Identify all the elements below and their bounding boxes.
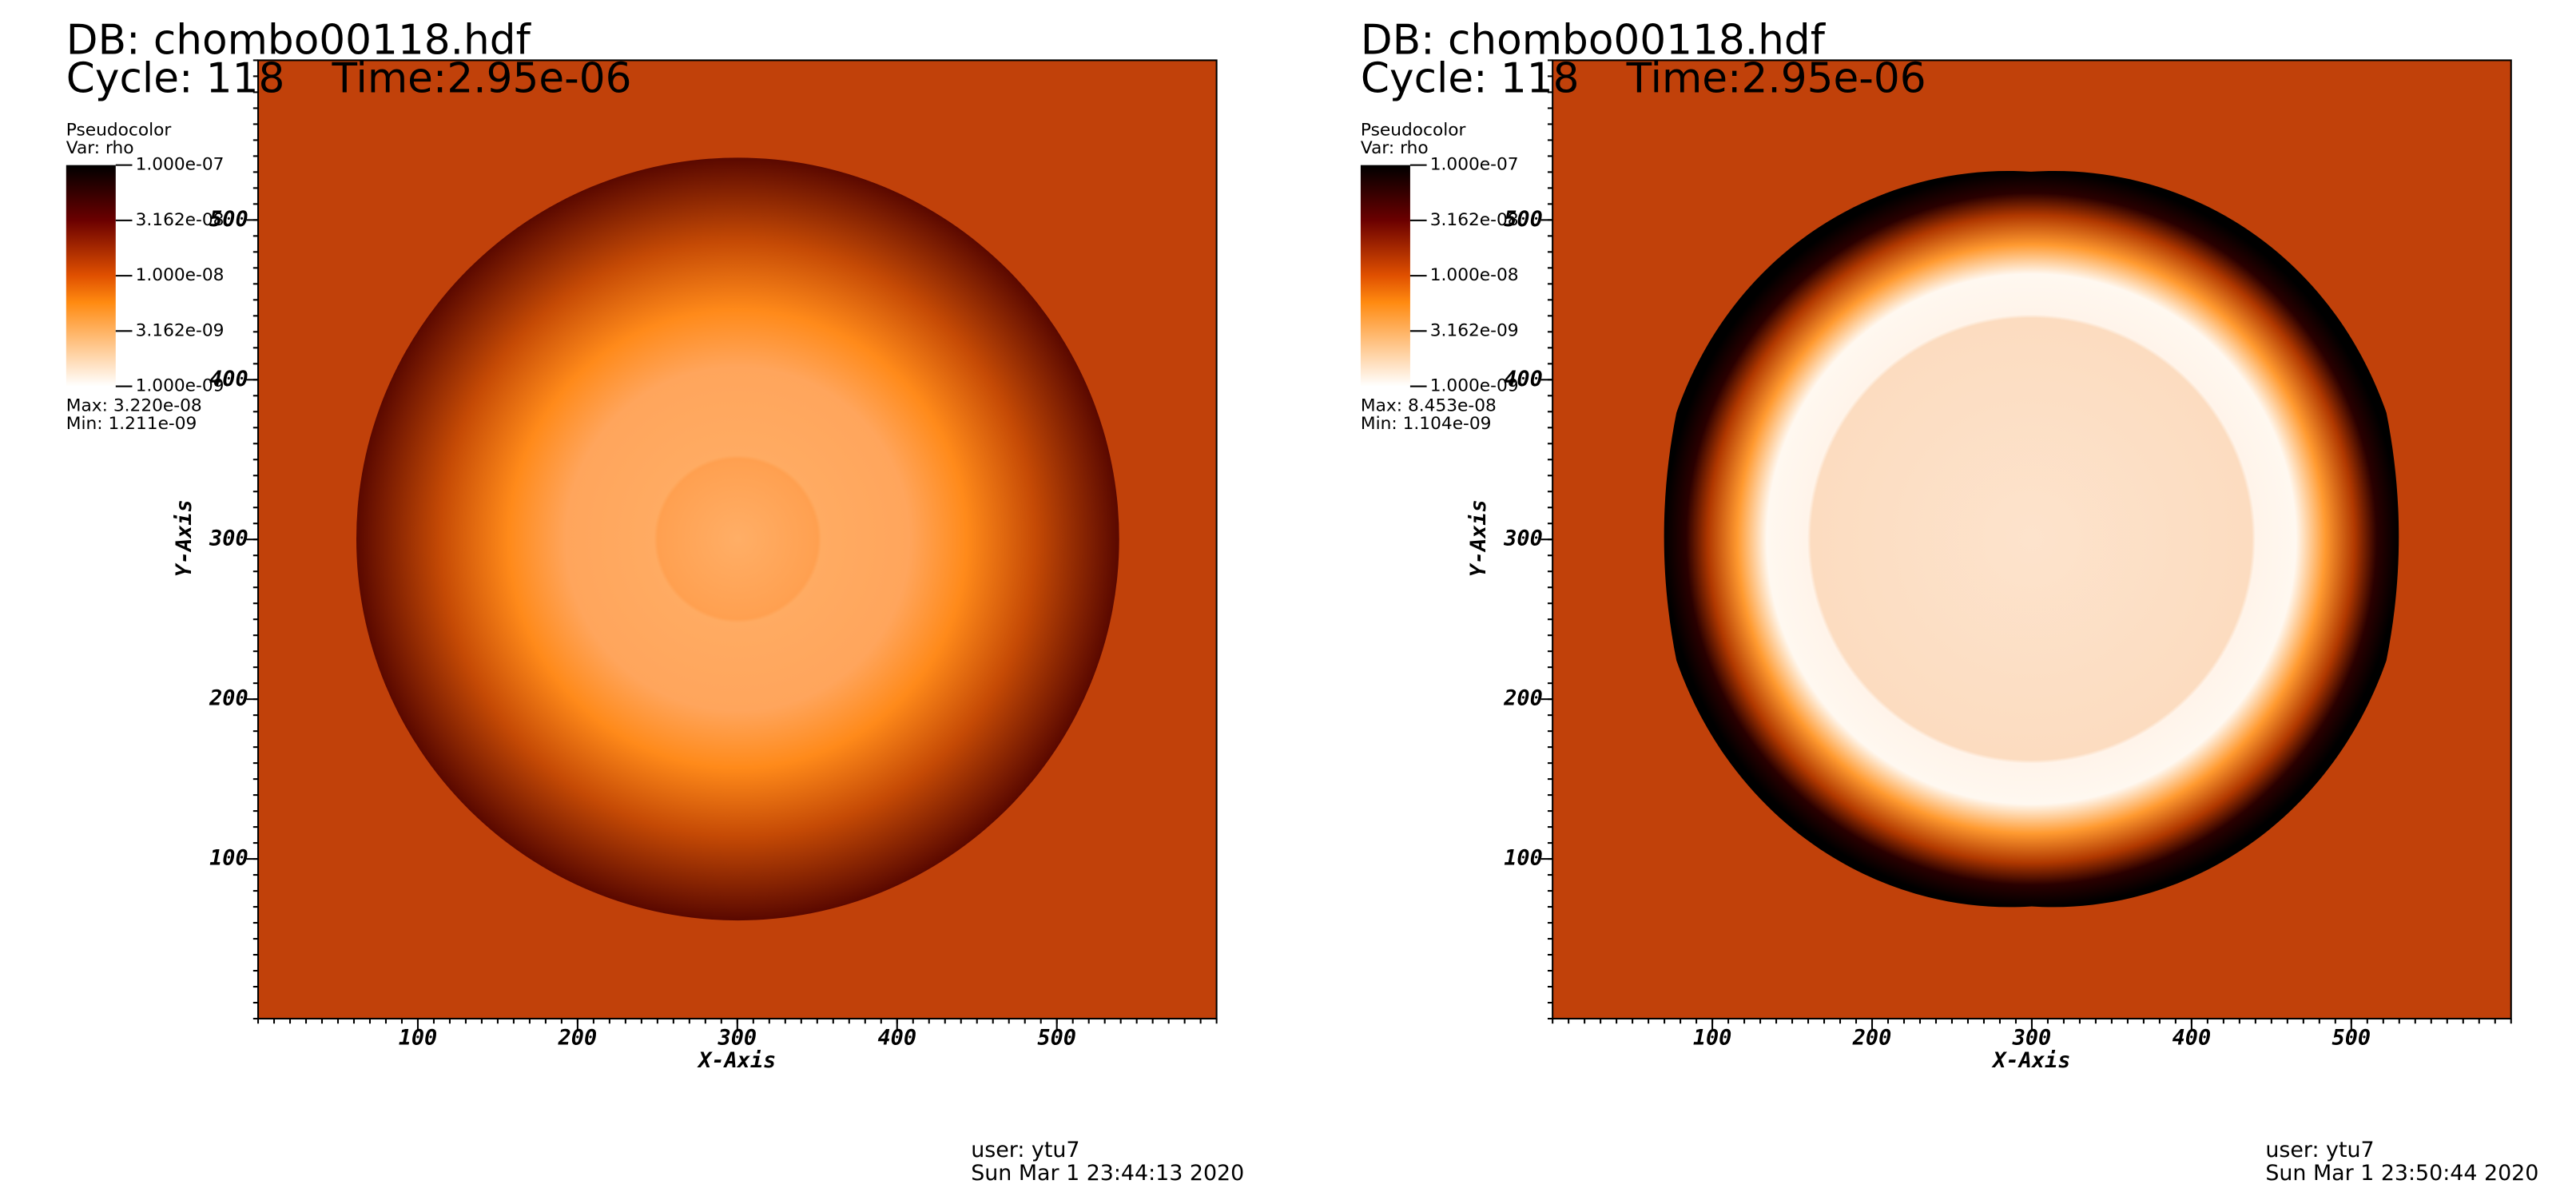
x-tick-label: 100 bbox=[399, 1025, 438, 1050]
colorbar-tick-label: 1.000e-09 bbox=[136, 376, 225, 396]
y-tick-label: 200 bbox=[209, 686, 248, 711]
y-tick-label: 500 bbox=[209, 207, 248, 232]
min-label: Min: 1.211e-09 bbox=[66, 414, 197, 434]
user-label: user: ytu7 bbox=[971, 1138, 1079, 1162]
y-tick-label: 200 bbox=[1503, 686, 1543, 711]
x-tick-label: 200 bbox=[1852, 1025, 1892, 1050]
y-tick-label: 100 bbox=[209, 846, 248, 871]
colorbar-tick-label: 1.000e-07 bbox=[1430, 155, 1519, 175]
density-field bbox=[1664, 170, 2399, 908]
time-label: Time:2.95e-06 bbox=[332, 54, 632, 102]
colorbar-tick-label: 1.000e-08 bbox=[136, 265, 225, 285]
x-tick-label: 300 bbox=[718, 1025, 757, 1050]
x-tick-label: 400 bbox=[878, 1025, 917, 1050]
x-tick-label: 200 bbox=[558, 1025, 598, 1050]
x-axis-label: X-Axis bbox=[697, 1048, 776, 1073]
y-axis-label: Y-Axis bbox=[1466, 499, 1491, 577]
legend-var: Var: rho bbox=[66, 138, 134, 158]
colorbar-tick-label: 3.162e-09 bbox=[136, 320, 225, 340]
x-tick-label: 400 bbox=[2173, 1025, 2212, 1050]
y-tick-label: 300 bbox=[209, 526, 248, 551]
y-tick-label: 100 bbox=[1504, 846, 1543, 871]
legend-title: Pseudocolor bbox=[66, 120, 172, 140]
x-tick-label: 500 bbox=[1037, 1025, 1076, 1050]
db-label: DB: chombo00118.hdf bbox=[66, 17, 532, 65]
date-label: Sun Mar 1 23:50:44 2020 bbox=[2265, 1161, 2538, 1186]
colorbar bbox=[1360, 165, 1410, 387]
date-label: Sun Mar 1 23:44:13 2020 bbox=[971, 1161, 1244, 1186]
time-label: Time:2.95e-06 bbox=[1626, 54, 1926, 102]
y-tick-label: 400 bbox=[209, 367, 248, 391]
density-field bbox=[356, 157, 1119, 921]
colorbar-tick-label: 1.000e-09 bbox=[1430, 376, 1519, 396]
x-tick-label: 500 bbox=[2332, 1025, 2371, 1050]
max-label: Max: 8.453e-08 bbox=[1361, 395, 1497, 415]
min-label: Min: 1.104e-09 bbox=[1361, 414, 1492, 434]
user-label: user: ytu7 bbox=[2265, 1138, 2374, 1162]
cycle-label: Cycle: 118 bbox=[1361, 54, 1580, 102]
y-tick-label: 500 bbox=[1504, 207, 1543, 232]
colorbar-tick-label: 1.000e-08 bbox=[1430, 265, 1519, 285]
x-tick-label: 100 bbox=[1693, 1025, 1732, 1050]
colorbar-tick-label: 3.162e-09 bbox=[1430, 320, 1519, 340]
x-tick-label: 300 bbox=[2012, 1025, 2052, 1050]
y-tick-label: 300 bbox=[1503, 526, 1543, 551]
x-axis-label: X-Axis bbox=[1991, 1048, 2070, 1073]
max-label: Max: 3.220e-08 bbox=[66, 395, 202, 415]
y-axis-label: Y-Axis bbox=[172, 499, 197, 577]
colorbar bbox=[66, 165, 116, 387]
colorbar-tick-label: 3.162e-08 bbox=[1430, 210, 1519, 230]
y-tick-label: 400 bbox=[1504, 367, 1543, 391]
colorbar-tick-label: 1.000e-07 bbox=[136, 155, 225, 175]
legend-var: Var: rho bbox=[1361, 138, 1429, 158]
db-label: DB: chombo00118.hdf bbox=[1361, 17, 1827, 65]
legend-title: Pseudocolor bbox=[1361, 120, 1466, 140]
cycle-label: Cycle: 118 bbox=[66, 54, 285, 102]
colorbar-tick-label: 3.162e-08 bbox=[136, 210, 225, 230]
